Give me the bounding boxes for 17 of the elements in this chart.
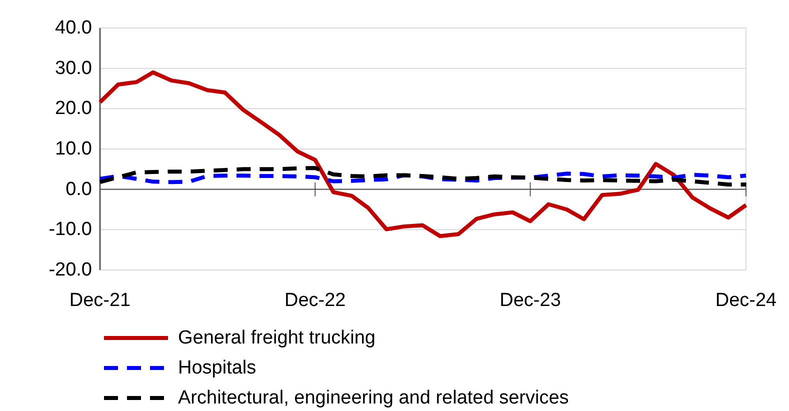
y-tick-label: -20.0 (48, 260, 92, 280)
y-tick-label: 30.0 (55, 58, 92, 79)
legend-label: Architectural, engineering and related services (178, 388, 569, 408)
x-tick-label: Dec-21 (69, 290, 131, 311)
y-tick-label: 40.0 (55, 18, 92, 38)
y-tick-label: 0.0 (66, 178, 92, 200)
y-tick-label: 20.0 (55, 98, 92, 120)
y-tick-label: 10.0 (55, 138, 92, 160)
line-series (98, 172, 748, 184)
line-series (98, 166, 748, 186)
x-tick-label: Dec-24 (715, 290, 778, 311)
line-series (98, 70, 748, 238)
x-tick-label: Dec-23 (500, 290, 561, 311)
legend-label: General freight trucking (178, 328, 376, 348)
y-tick-label: -10.0 (48, 219, 92, 240)
x-tick-label: Dec-22 (284, 290, 346, 311)
legend-label: Hospitals (178, 358, 256, 378)
